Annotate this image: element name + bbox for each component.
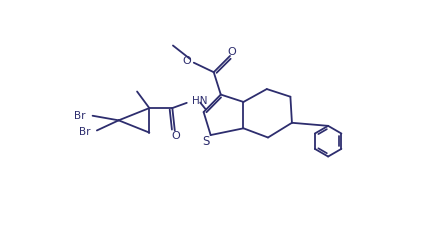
Text: O: O (183, 56, 191, 66)
Text: O: O (228, 47, 236, 57)
Text: Br: Br (79, 127, 90, 137)
Text: Br: Br (74, 111, 86, 121)
Text: S: S (203, 135, 210, 148)
Text: O: O (172, 131, 181, 141)
Text: HN: HN (192, 96, 208, 106)
